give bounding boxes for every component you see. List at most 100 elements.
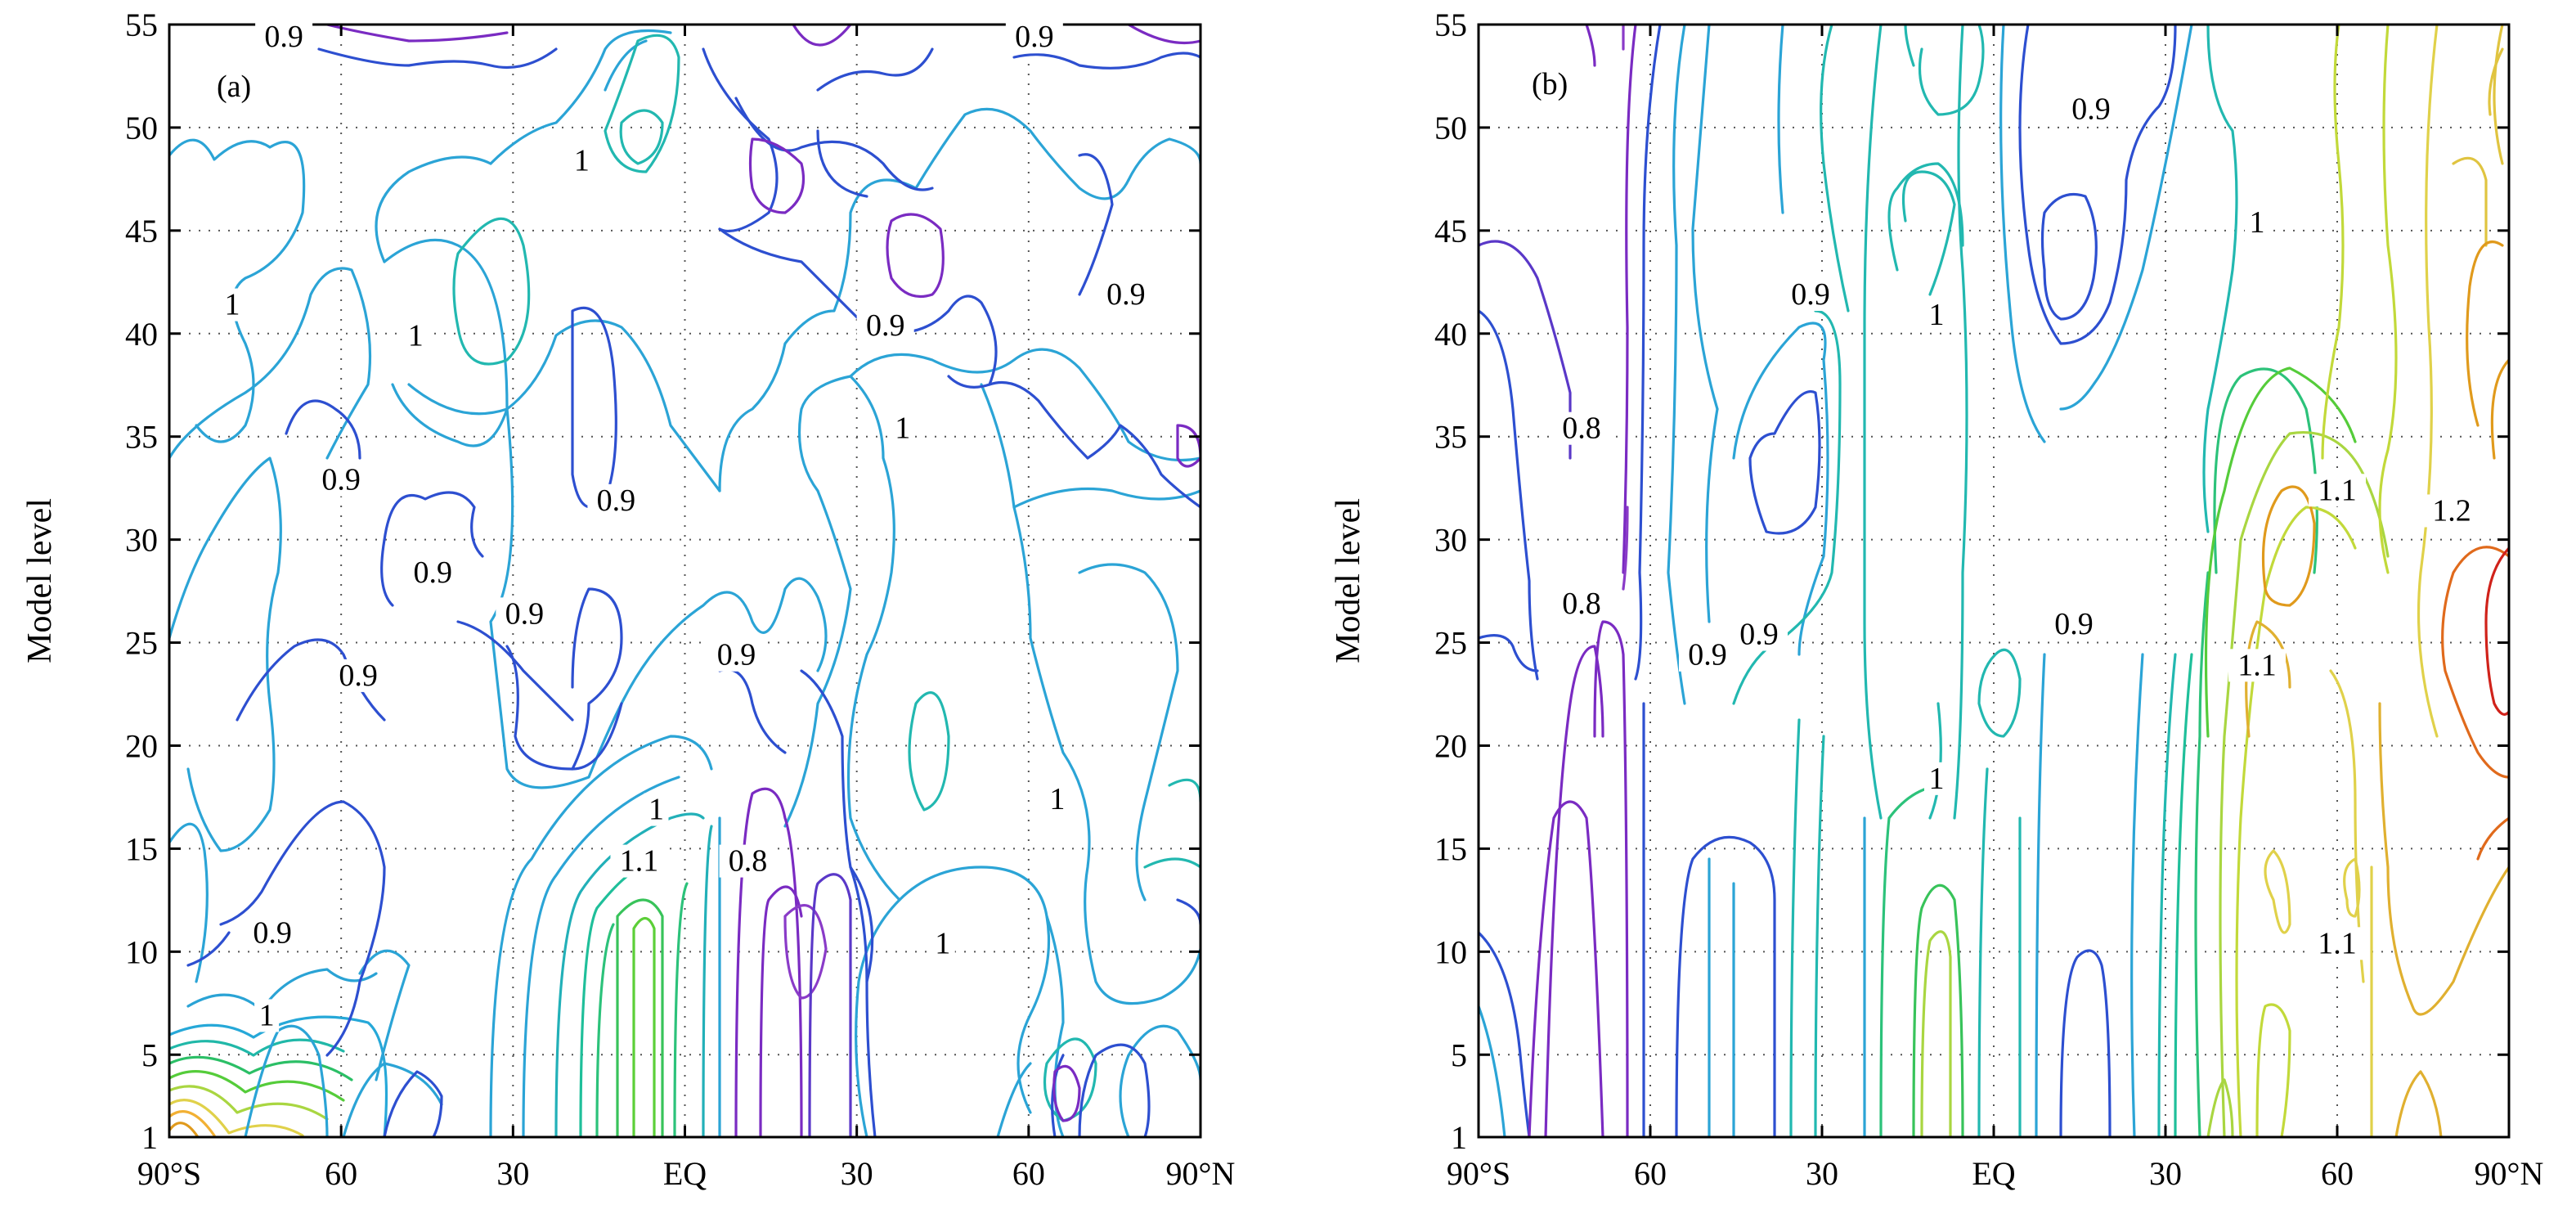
panel-b-label: (b) [1532, 67, 1568, 101]
contour-line [1593, 620, 1629, 1137]
contour-line [219, 800, 386, 1057]
x-tick-label: 60 [2321, 1155, 2354, 1192]
contour-line [1920, 930, 1952, 1137]
contour-label: 0.9 [1739, 618, 1779, 652]
contour-label: 1.1 [2318, 926, 2357, 960]
contour-line [383, 238, 509, 447]
contour-label-background [404, 556, 462, 589]
panel-a-x-ticks: 90°S 60 30 EQ 30 60 90°N [137, 25, 1235, 1192]
contour-label-background [1097, 278, 1155, 311]
contour-label: 1.1 [620, 844, 659, 879]
contour-line [169, 267, 372, 460]
x-tick-label: 60 [1634, 1155, 1667, 1192]
contour-label: 0.8 [1562, 411, 1601, 446]
contour-line [2202, 25, 2238, 533]
contour-label-background [1679, 638, 1736, 672]
contour-line [2018, 25, 2177, 345]
contour-line [244, 1024, 329, 1137]
contour-label-background [569, 144, 595, 178]
contour-line [169, 1099, 304, 1137]
contour-line [1634, 25, 1662, 681]
contour-label: 0.9 [866, 308, 905, 343]
contour-label-background [1005, 20, 1063, 54]
contour-line [2255, 1003, 2291, 1137]
contour-line [1622, 506, 1629, 591]
contour-label: 0.9 [597, 483, 636, 518]
contour-line [2493, 25, 2504, 165]
contour-line [2245, 620, 2291, 738]
contour-label: 1 [1929, 762, 1945, 796]
y-tick-label: 40 [125, 316, 158, 353]
contour-line [1820, 25, 1850, 312]
contour-line [718, 178, 918, 492]
contour-label-background [587, 483, 645, 517]
contour-line [169, 1070, 345, 1102]
contour-label-background [610, 844, 668, 878]
contour-line [489, 407, 623, 789]
contour-line [186, 968, 378, 1012]
contour-line [1479, 1005, 1506, 1137]
contour-line [571, 702, 623, 771]
contour-line [1127, 1024, 1200, 1081]
y-tick-label: 50 [1434, 110, 1467, 146]
contour-line [2059, 25, 2193, 411]
contour-line [383, 1070, 443, 1137]
contour-line [1078, 563, 1179, 902]
y-tick-label: 30 [125, 522, 158, 559]
contour-line [1977, 648, 2022, 738]
contour-label-background [1730, 618, 1788, 651]
contour-line [619, 109, 664, 165]
contour-line [2204, 366, 2357, 738]
panel-a: 90°S 60 30 EQ 30 60 90°N 151015202530354045505… [21, 7, 1235, 1192]
y-tick-label: 40 [1434, 316, 1467, 353]
contour-line [2484, 546, 2509, 716]
contour-label-background [2245, 205, 2269, 239]
panel-b-contour-labels: 0.9 1 0.9 1 0.8 1.1 1.2 0.8 0.9 0.9 0.9 1.1 1 1.1 [1553, 92, 2480, 960]
contour-line [1732, 321, 1829, 656]
contour-line [759, 885, 803, 1137]
panel-a-label: (a) [217, 70, 251, 104]
contour-line [489, 735, 713, 1137]
contour-line [604, 34, 680, 173]
contour-line [1999, 25, 2046, 443]
contour-line [616, 898, 664, 1137]
contour-label: 0.9 [1688, 638, 1727, 672]
contour-line [1887, 162, 1964, 272]
x-tick-label: 60 [1012, 1155, 1045, 1192]
contour-line [522, 776, 680, 1137]
contour-line [407, 319, 721, 492]
contour-label: 1.1 [2237, 648, 2277, 682]
contour-line [1901, 170, 1956, 296]
contour-line [2264, 849, 2291, 934]
contour-label-background [403, 319, 429, 353]
contour-label-background [1924, 762, 1949, 795]
contour-line [2452, 156, 2488, 247]
contour-label: 1 [225, 288, 240, 322]
contour-label-background [312, 463, 370, 497]
panel-a-contour-labels: 0.9 1 1 1 0.9 0.9 0.9 0.9 0.9 0.9 1 1.1 0.8 0.9 1 1 1 0.9… [220, 20, 1155, 1032]
contour-line [2219, 431, 2390, 1137]
contour-line [783, 904, 828, 1000]
contour-label-background [1924, 299, 1949, 332]
contour-label: 1 [648, 793, 664, 827]
contour-label: 0.9 [253, 916, 292, 951]
x-tick-label: 90°S [137, 1155, 201, 1192]
contour-line [620, 577, 828, 705]
contour-line [1544, 645, 1604, 1137]
contour-line [2490, 358, 2509, 460]
x-tick-label: 30 [496, 1155, 529, 1192]
contour-label-background [2062, 92, 2120, 126]
contour-label: 1 [1929, 298, 1945, 332]
contour-line [2378, 25, 2398, 574]
contour-line [718, 668, 787, 754]
contour-label: 1 [2250, 205, 2265, 240]
contour-label-background [2309, 474, 2366, 507]
y-tick-label: 1 [1451, 1119, 1467, 1156]
contour-line [2321, 25, 2345, 460]
y-tick-label: 30 [1434, 522, 1467, 559]
contour-line [1622, 25, 1637, 574]
y-tick-label: 5 [141, 1036, 158, 1073]
contour-line [285, 399, 361, 460]
